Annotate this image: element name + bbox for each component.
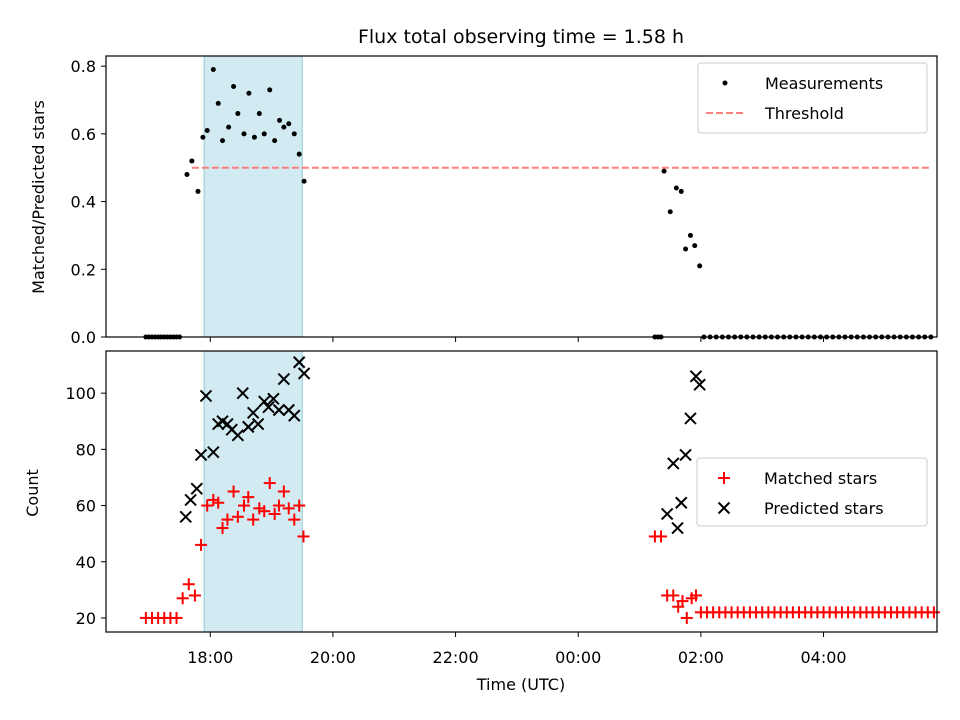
legend-count: Matched stars Predicted stars — [697, 458, 927, 526]
data-point — [184, 172, 189, 177]
data-point — [662, 169, 667, 174]
data-point — [195, 189, 200, 194]
data-point — [241, 131, 246, 136]
data-point — [302, 179, 307, 184]
x-tick-label: 04:00 — [800, 648, 846, 667]
data-point — [267, 87, 272, 92]
x-tick-label: 18:00 — [187, 648, 233, 667]
data-point — [231, 84, 236, 89]
y-tick-label: 80 — [76, 440, 96, 459]
data-point — [688, 233, 693, 238]
x-tick-label: 00:00 — [555, 648, 601, 667]
y-tick-label: 100 — [65, 384, 96, 403]
data-point — [205, 128, 210, 133]
y-tick-label: 0.2 — [71, 260, 96, 279]
data-point — [297, 152, 302, 157]
data-point — [679, 189, 684, 194]
data-point — [189, 158, 194, 163]
y-axis-label-ratio: Matched/Predicted stars — [29, 100, 48, 294]
y-axis-label-count: Count — [23, 469, 42, 517]
y-tick-label: 0.4 — [71, 193, 96, 212]
data-point — [692, 243, 697, 248]
x-tick-label: 22:00 — [433, 648, 479, 667]
data-point — [281, 125, 286, 130]
data-point — [272, 138, 277, 143]
data-point — [257, 111, 262, 116]
legend-label: Matched stars — [764, 469, 877, 488]
data-point — [697, 263, 702, 268]
figure: Flux total observing time = 1.58 h 0.0 0.… — [0, 0, 960, 720]
data-point — [220, 138, 225, 143]
data-point — [235, 111, 240, 116]
legend-label: Threshold — [764, 104, 844, 123]
data-point — [277, 118, 282, 123]
data-point — [216, 101, 221, 106]
data-point — [674, 186, 679, 191]
data-point — [246, 91, 251, 96]
y-tick-label: 40 — [76, 553, 96, 572]
y-tick-label: 20 — [76, 609, 96, 628]
observing-window-band — [204, 56, 302, 337]
data-point — [211, 67, 216, 72]
data-point — [292, 131, 297, 136]
y-tick-label: 0.6 — [71, 125, 96, 144]
x-axis-label: Time (UTC) — [476, 675, 565, 694]
y-tick-label: 0.0 — [71, 328, 96, 347]
x-tick-label: 02:00 — [678, 648, 724, 667]
y-tick-label: 60 — [76, 497, 96, 516]
data-point — [683, 246, 688, 251]
data-point — [286, 121, 291, 126]
legend-label: Measurements — [765, 74, 883, 93]
data-point — [668, 209, 673, 214]
data-point — [226, 125, 231, 130]
x-tick-label: 20:00 — [310, 648, 356, 667]
data-point — [262, 131, 267, 136]
chart-title: Flux total observing time = 1.58 h — [358, 26, 684, 48]
legend-ratio: Measurements Threshold — [698, 63, 927, 133]
data-point — [252, 135, 257, 140]
data-point — [200, 135, 205, 140]
legend-label: Predicted stars — [764, 499, 884, 518]
y-tick-label: 0.8 — [71, 57, 96, 76]
data-point — [723, 81, 728, 86]
